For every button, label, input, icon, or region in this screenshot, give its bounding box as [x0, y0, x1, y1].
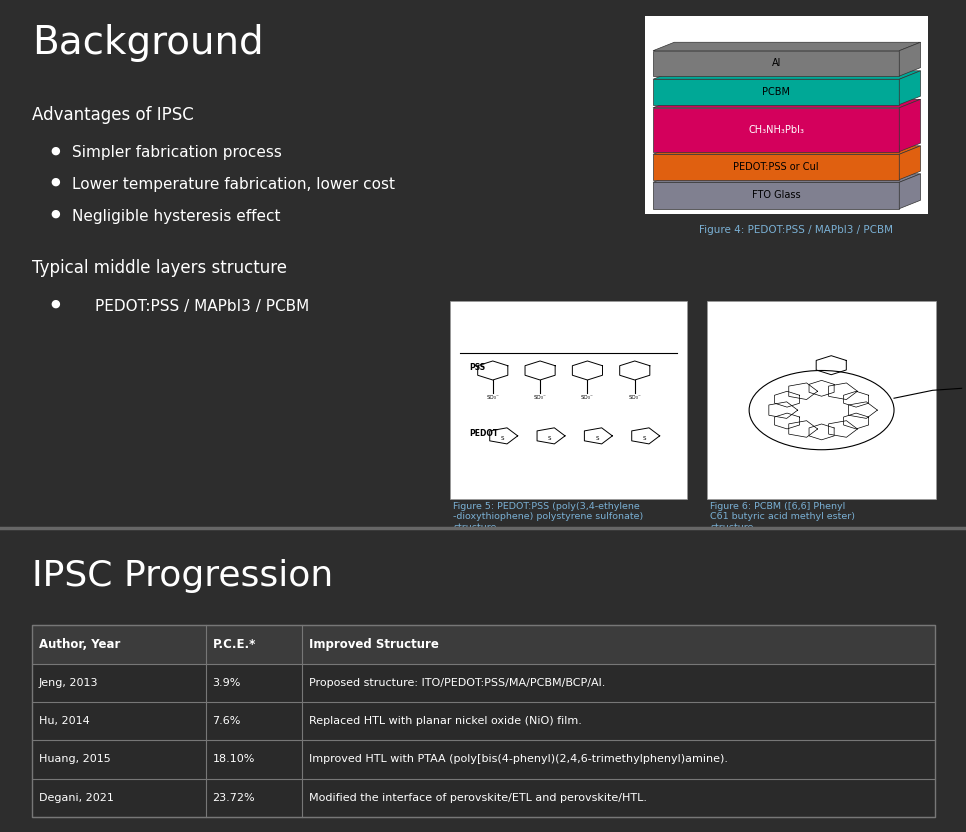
- Text: S: S: [595, 436, 599, 441]
- Bar: [32, 626, 935, 664]
- Text: Replaced HTL with planar nickel oxide (NiO) film.: Replaced HTL with planar nickel oxide (N…: [309, 716, 582, 726]
- Text: S: S: [500, 436, 504, 441]
- Polygon shape: [653, 154, 899, 180]
- Text: PCBM: PCBM: [762, 87, 790, 97]
- Text: ●: ●: [50, 177, 60, 187]
- Text: Improved Structure: Improved Structure: [309, 638, 439, 651]
- Text: Huang, 2015: Huang, 2015: [39, 755, 110, 765]
- Text: FTO Glass: FTO Glass: [752, 191, 801, 201]
- Polygon shape: [653, 146, 921, 154]
- Text: CH₃NH₃PbI₃: CH₃NH₃PbI₃: [748, 125, 804, 135]
- Polygon shape: [899, 146, 921, 180]
- Text: Background: Background: [32, 24, 264, 62]
- Text: IPSC Progression: IPSC Progression: [32, 559, 333, 592]
- Polygon shape: [653, 51, 899, 76]
- Text: 23.72%: 23.72%: [213, 793, 255, 803]
- Text: Negligible hysteresis effect: Negligible hysteresis effect: [72, 209, 281, 224]
- Text: ●: ●: [50, 209, 60, 219]
- Text: 18.10%: 18.10%: [213, 755, 255, 765]
- Text: PSS: PSS: [469, 364, 486, 373]
- Text: Hu, 2014: Hu, 2014: [39, 716, 90, 726]
- Bar: [32, 702, 935, 740]
- Bar: [645, 16, 928, 214]
- Bar: [32, 740, 935, 779]
- Text: P.C.E.*: P.C.E.*: [213, 638, 256, 651]
- Bar: [450, 301, 687, 499]
- Polygon shape: [653, 182, 899, 209]
- Polygon shape: [899, 42, 921, 76]
- Text: Advantages of IPSC: Advantages of IPSC: [32, 106, 193, 124]
- Text: Proposed structure: ITO/PEDOT:PSS/MA/PCBM/BCP/Al.: Proposed structure: ITO/PEDOT:PSS/MA/PCB…: [309, 678, 606, 688]
- Text: PEDOT:PSS / MAPbI3 / PCBM: PEDOT:PSS / MAPbI3 / PCBM: [95, 299, 309, 314]
- Text: Typical middle layers structure: Typical middle layers structure: [32, 259, 287, 277]
- Polygon shape: [653, 42, 921, 51]
- Bar: [707, 301, 936, 499]
- Text: SO₃⁻: SO₃⁻: [533, 395, 547, 400]
- Polygon shape: [899, 99, 921, 151]
- Text: Lower temperature fabrication, lower cost: Lower temperature fabrication, lower cos…: [72, 177, 395, 192]
- Bar: [32, 664, 935, 702]
- Text: Simpler fabrication process: Simpler fabrication process: [72, 146, 282, 161]
- Text: 7.6%: 7.6%: [213, 716, 241, 726]
- Text: SO₃⁻: SO₃⁻: [486, 395, 499, 400]
- Polygon shape: [653, 174, 921, 182]
- Text: S: S: [548, 436, 552, 441]
- Polygon shape: [653, 71, 921, 79]
- Polygon shape: [899, 174, 921, 209]
- Text: Improved HTL with PTAA (poly[bis(4-phenyl)(2,4,6-trimethylphenyl)amine).: Improved HTL with PTAA (poly[bis(4-pheny…: [309, 755, 728, 765]
- Polygon shape: [653, 108, 899, 151]
- Text: Modified the interface of perovskite/ETL and perovskite/HTL.: Modified the interface of perovskite/ETL…: [309, 793, 647, 803]
- Bar: [32, 779, 935, 817]
- Text: Figure 6: PCBM ([6,6] Phenyl
C61 butyric acid methyl ester)
structure: Figure 6: PCBM ([6,6] Phenyl C61 butyric…: [710, 502, 855, 532]
- Polygon shape: [653, 99, 921, 108]
- Text: Author, Year: Author, Year: [39, 638, 120, 651]
- Text: Figure 5: PEDOT:PSS (poly(3,4-ethylene
-dioxythiophene) polystyrene sulfonate)
s: Figure 5: PEDOT:PSS (poly(3,4-ethylene -…: [453, 502, 643, 532]
- Text: SO₃⁻: SO₃⁻: [581, 395, 594, 400]
- Text: Figure 4: PEDOT:PSS / MAPbI3 / PCBM: Figure 4: PEDOT:PSS / MAPbI3 / PCBM: [699, 225, 894, 235]
- Bar: [32, 626, 935, 817]
- Text: PEDOT: PEDOT: [469, 428, 498, 438]
- Text: SO₃⁻: SO₃⁻: [628, 395, 641, 400]
- Polygon shape: [653, 79, 899, 105]
- Text: ●: ●: [50, 299, 60, 309]
- Text: ●: ●: [50, 146, 60, 156]
- Text: Al: Al: [772, 58, 781, 68]
- Text: Jeng, 2013: Jeng, 2013: [39, 678, 99, 688]
- Text: PEDOT:PSS or CuI: PEDOT:PSS or CuI: [733, 162, 819, 172]
- Text: Degani, 2021: Degani, 2021: [39, 793, 114, 803]
- Text: 3.9%: 3.9%: [213, 678, 241, 688]
- Text: S: S: [642, 436, 646, 441]
- Polygon shape: [899, 71, 921, 105]
